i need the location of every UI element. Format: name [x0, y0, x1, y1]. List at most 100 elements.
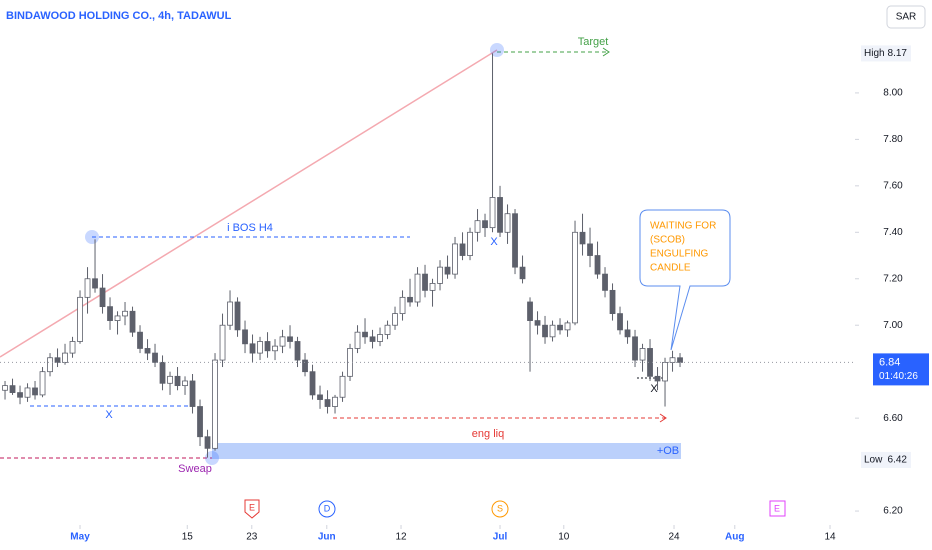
candle-body — [429, 283, 436, 291]
annotation: eng liq — [472, 428, 504, 440]
event-label[interactable]: E — [774, 503, 780, 513]
candle-body — [437, 266, 443, 284]
annotation: Target — [578, 36, 609, 48]
point — [85, 230, 99, 244]
candle-body — [467, 231, 473, 256]
currency[interactable]: SAR — [896, 12, 917, 23]
candle-body — [557, 324, 563, 331]
low-label: Low — [864, 455, 883, 466]
y-tick-label: 7.00 — [883, 320, 903, 331]
callout-text: WAITING FOR — [650, 221, 716, 232]
candle-body — [167, 375, 173, 384]
candle-body — [24, 387, 31, 398]
last-price-box — [873, 353, 929, 386]
candle-body — [422, 273, 428, 291]
target-arrow — [602, 47, 610, 57]
candle-body — [519, 266, 526, 280]
currency-box[interactable] — [886, 5, 926, 29]
candle-body — [654, 375, 661, 382]
candle-body — [204, 436, 211, 449]
candle-body — [609, 289, 616, 315]
candle-body — [549, 324, 556, 338]
candle-body — [579, 231, 586, 245]
callout — [639, 209, 731, 351]
x-tick-label: 24 — [668, 532, 680, 543]
callout-text: CANDLE — [650, 263, 691, 274]
candle-body — [602, 273, 608, 291]
low-value: 6.42 — [888, 455, 908, 466]
annotation: X — [650, 383, 658, 395]
candle-body — [32, 387, 38, 396]
candle-body — [92, 278, 98, 289]
event-label[interactable]: S — [497, 503, 503, 513]
candle-body — [617, 313, 623, 331]
event-label[interactable]: D — [324, 503, 331, 513]
candle-body — [669, 357, 676, 363]
callout-text: (SCOB) — [650, 235, 685, 246]
high-value: 8.17 — [888, 48, 908, 59]
candle-body — [594, 255, 601, 275]
order-block — [212, 443, 681, 459]
x-tick-label: 12 — [395, 532, 407, 543]
candle-body — [392, 313, 398, 326]
x-tick-label: 14 — [824, 532, 836, 543]
y-tick-label: 6.20 — [883, 506, 903, 517]
candle-body — [504, 213, 511, 233]
candle-body — [482, 220, 488, 229]
candle-body — [84, 278, 91, 298]
countdown: 01:40:26 — [879, 371, 918, 382]
point — [205, 451, 219, 465]
y-tick-label: 7.20 — [883, 273, 903, 284]
x-tick-label: May — [70, 532, 90, 543]
candle-body — [317, 394, 323, 400]
candle-body — [677, 357, 683, 363]
candle-body — [632, 336, 638, 361]
y-tick-label: 7.40 — [883, 227, 903, 238]
candle-body — [137, 331, 143, 349]
event-icon[interactable] — [491, 500, 509, 518]
candle-body — [189, 380, 196, 407]
candle-body — [264, 341, 271, 352]
candle-body — [407, 296, 413, 303]
candle-body — [152, 352, 158, 363]
candle-body — [459, 243, 466, 256]
candle-body — [572, 231, 578, 324]
event-icon[interactable] — [318, 500, 336, 518]
candle-body — [489, 197, 496, 229]
annotation: X — [490, 236, 498, 248]
y-tick-label: 8.00 — [883, 88, 903, 99]
candle-body — [9, 385, 16, 393]
candle-body — [242, 329, 248, 345]
event-label[interactable]: E — [249, 502, 255, 512]
candle-body — [212, 359, 218, 449]
x-tick-label: Jul — [493, 532, 508, 543]
candle-body — [309, 371, 316, 396]
candle-body — [287, 336, 293, 342]
candle-body — [497, 197, 503, 233]
candle-body — [399, 296, 406, 315]
candle-body — [302, 359, 308, 373]
candle-body — [182, 380, 188, 387]
candle-body — [77, 296, 83, 342]
candle-body — [122, 310, 128, 317]
candle-body — [362, 331, 368, 338]
event-icon[interactable] — [244, 499, 260, 519]
candle-body — [324, 399, 331, 407]
chart-title: BINDAWOOD HOLDING CO., 4h, TADAWUL — [6, 10, 232, 22]
candle-body — [174, 375, 181, 387]
point — [490, 43, 504, 57]
candle-body — [354, 331, 361, 349]
candle-body — [662, 361, 668, 382]
candle-body — [294, 341, 301, 361]
candle-body — [144, 348, 151, 354]
candle-body — [587, 243, 593, 256]
candle-body — [234, 301, 241, 331]
candle-body — [197, 406, 203, 438]
event-icon[interactable] — [769, 500, 786, 517]
y-tick-label: 7.60 — [883, 180, 903, 191]
candle-body — [639, 348, 646, 361]
annotation: i BOS H4 — [227, 222, 273, 234]
candle-body — [62, 352, 68, 363]
